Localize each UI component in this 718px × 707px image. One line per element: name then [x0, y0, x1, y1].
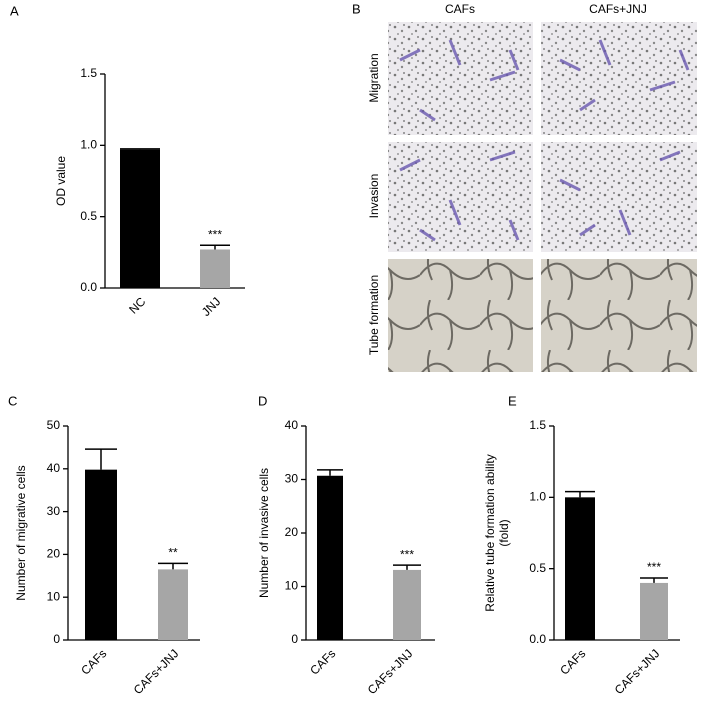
- significance: **: [168, 546, 178, 560]
- bar: [317, 475, 343, 640]
- y-tick-label: 0.0: [529, 632, 546, 646]
- y-axis-label-line: Relative tube formation ability: [483, 454, 497, 611]
- x-tick-label: NC: [126, 294, 148, 316]
- significance: ***: [647, 560, 661, 574]
- y-tick-label: 0: [53, 632, 60, 646]
- y-axis-label-line: Number of migrative cells: [14, 465, 28, 600]
- bar: [158, 569, 188, 640]
- micrograph: [388, 142, 533, 252]
- bar: [120, 149, 160, 288]
- column-label: CAFs+JNJ: [589, 2, 647, 16]
- stained-cells: [399, 39, 690, 242]
- y-tick-label: 1.0: [80, 138, 97, 152]
- y-tick-label: 0.5: [529, 561, 546, 575]
- panel-letter: B: [352, 1, 361, 16]
- y-axis-label: Number of invasive cells: [257, 468, 271, 598]
- y-tick-label: 30: [285, 472, 299, 486]
- x-tick-label: CAFs+JNJ: [612, 646, 663, 697]
- y-tick-label: 1.5: [80, 66, 97, 80]
- column-label: CAFs: [445, 2, 475, 16]
- y-axis-label-line: OD value: [54, 156, 68, 206]
- micrograph: [541, 142, 697, 252]
- y-axis-label-line: Number of invasive cells: [257, 468, 271, 598]
- y-tick-label: 20: [47, 547, 61, 561]
- y-tick-label: 30: [47, 504, 61, 518]
- x-tick-label: JNJ: [199, 294, 224, 319]
- x-tick-label: CAFs+JNJ: [131, 646, 182, 697]
- y-axis-label-line: (fold): [497, 519, 511, 546]
- y-tick-label: 0.0: [80, 280, 97, 294]
- x-tick-label: CAFs: [78, 646, 109, 677]
- y-tick-label: 1.0: [529, 490, 546, 504]
- x-tick-label: CAFs: [557, 646, 588, 677]
- panel-letter: E: [508, 393, 517, 408]
- panel-letter: A: [10, 3, 19, 18]
- significance: ***: [400, 547, 414, 561]
- y-axis-label: Number of migrative cells: [14, 465, 28, 600]
- y-tick-label: 10: [285, 579, 299, 593]
- x-tick-label: CAFs: [307, 646, 338, 677]
- y-axis-label: OD value: [54, 156, 68, 206]
- panel-letter: C: [8, 393, 17, 408]
- y-tick-label: 50: [47, 418, 61, 432]
- micrograph: [388, 259, 533, 372]
- bar: [85, 469, 117, 640]
- micrograph: [541, 22, 697, 135]
- micrograph: [541, 259, 697, 372]
- panel-b: B CAFs CAFs+JNJ Migration Invasion Tube …: [352, 1, 697, 372]
- bar: [200, 249, 230, 288]
- bar: [565, 497, 595, 640]
- y-tick-label: 10: [47, 589, 61, 603]
- row-label: Invasion: [367, 174, 381, 219]
- y-tick-label: 0.5: [80, 209, 97, 223]
- micrograph: [388, 22, 533, 135]
- y-tick-label: 40: [47, 461, 61, 475]
- y-tick-label: 40: [285, 418, 299, 432]
- row-label: Tube formation: [367, 275, 381, 355]
- panel-letter: D: [258, 393, 267, 408]
- y-tick-label: 1.5: [529, 418, 546, 432]
- bar: [393, 569, 421, 640]
- y-tick-label: 0: [291, 632, 298, 646]
- row-label: Migration: [367, 53, 381, 102]
- bar: [640, 582, 668, 640]
- significance: ***: [208, 227, 222, 241]
- x-tick-label: CAFs+JNJ: [365, 646, 416, 697]
- y-tick-label: 20: [285, 525, 299, 539]
- y-axis-label: Relative tube formation ability(fold): [483, 454, 511, 611]
